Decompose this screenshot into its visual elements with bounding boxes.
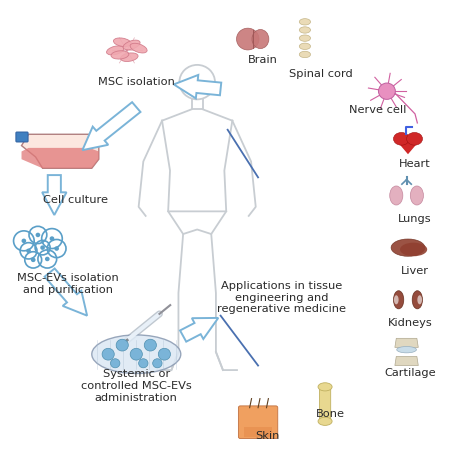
Text: Cell culture: Cell culture [43,195,108,205]
Polygon shape [174,75,221,98]
Ellipse shape [393,133,410,145]
Circle shape [55,246,59,251]
Text: MSC-EVs isolation
and purification: MSC-EVs isolation and purification [17,273,118,295]
Text: Heart: Heart [399,159,431,169]
Ellipse shape [299,19,310,25]
Ellipse shape [111,51,129,59]
Circle shape [130,348,142,360]
Ellipse shape [407,133,422,145]
Circle shape [36,233,40,237]
Polygon shape [395,338,418,347]
Circle shape [110,359,120,368]
Ellipse shape [318,417,332,425]
Polygon shape [180,318,218,341]
Text: Liver: Liver [401,266,429,276]
Circle shape [158,348,171,360]
Ellipse shape [252,29,269,49]
Ellipse shape [130,43,147,53]
Ellipse shape [412,291,422,309]
Polygon shape [45,269,87,316]
Ellipse shape [393,291,404,309]
Circle shape [31,257,36,262]
Ellipse shape [107,46,124,55]
Polygon shape [244,427,272,437]
Circle shape [116,339,128,351]
Text: Systemic or
controlled MSC-EVs
administration: Systemic or controlled MSC-EVs administr… [81,369,191,403]
Text: Spinal cord: Spinal cord [290,68,353,78]
Polygon shape [21,134,99,168]
Text: Nerve cell: Nerve cell [349,105,406,115]
FancyBboxPatch shape [238,406,278,438]
Circle shape [45,257,50,261]
Text: Bone: Bone [316,409,345,419]
Ellipse shape [397,347,417,353]
Polygon shape [395,357,418,365]
Ellipse shape [120,53,138,62]
Polygon shape [42,175,66,215]
Text: MSC isolation: MSC isolation [98,77,175,87]
Ellipse shape [113,38,131,46]
Polygon shape [395,139,421,154]
Circle shape [378,83,395,99]
Circle shape [21,239,26,243]
Text: Lungs: Lungs [398,213,432,224]
Circle shape [40,246,45,250]
Ellipse shape [390,186,403,205]
Ellipse shape [92,335,181,374]
Ellipse shape [394,295,399,304]
Text: Applications in tissue
engineering and
regenerative medicine: Applications in tissue engineering and r… [217,281,346,314]
Ellipse shape [299,35,310,41]
Ellipse shape [237,28,259,50]
Circle shape [102,348,114,360]
Text: Cartilage: Cartilage [384,368,436,378]
FancyBboxPatch shape [319,386,331,423]
Circle shape [26,248,31,253]
Ellipse shape [318,383,332,391]
Circle shape [153,359,162,368]
Ellipse shape [299,43,310,50]
Ellipse shape [299,27,310,33]
Ellipse shape [400,243,427,256]
Polygon shape [21,148,99,168]
Ellipse shape [391,239,425,256]
Circle shape [138,359,148,368]
Polygon shape [82,102,140,150]
Text: Skin: Skin [255,431,280,441]
Ellipse shape [123,40,140,50]
FancyBboxPatch shape [16,132,28,142]
Circle shape [144,339,156,351]
Circle shape [50,236,55,241]
Text: Kidneys: Kidneys [388,318,433,328]
Ellipse shape [417,295,422,304]
Text: Brain: Brain [248,55,278,65]
Ellipse shape [299,51,310,58]
Ellipse shape [410,186,423,205]
